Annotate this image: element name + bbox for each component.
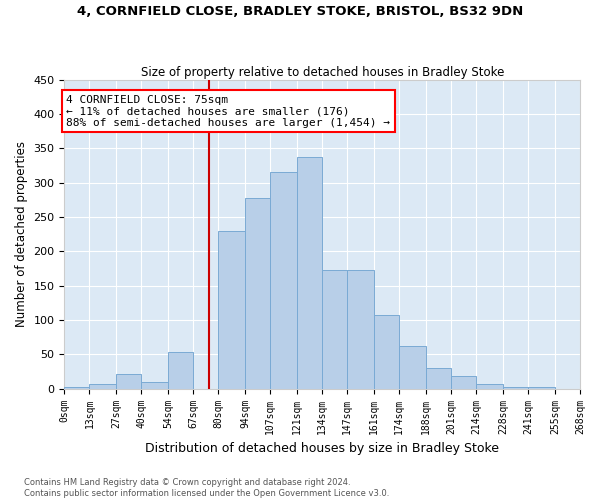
Bar bbox=[374, 314, 399, 388]
Y-axis label: Number of detached properties: Number of detached properties bbox=[15, 141, 28, 327]
X-axis label: Distribution of detached houses by size in Bradley Stoke: Distribution of detached houses by size … bbox=[145, 442, 499, 455]
Bar bbox=[116, 374, 142, 388]
Text: 4, CORNFIELD CLOSE, BRADLEY STOKE, BRISTOL, BS32 9DN: 4, CORNFIELD CLOSE, BRADLEY STOKE, BRIST… bbox=[77, 5, 523, 18]
Text: Contains HM Land Registry data © Crown copyright and database right 2024.
Contai: Contains HM Land Registry data © Crown c… bbox=[24, 478, 389, 498]
Bar bbox=[245, 198, 270, 388]
Bar bbox=[322, 270, 347, 388]
Bar bbox=[451, 376, 476, 388]
Bar bbox=[297, 156, 322, 388]
Bar bbox=[347, 270, 374, 388]
Bar bbox=[218, 230, 245, 388]
Bar bbox=[426, 368, 451, 388]
Bar bbox=[399, 346, 426, 389]
Text: 4 CORNFIELD CLOSE: 75sqm
← 11% of detached houses are smaller (176)
88% of semi-: 4 CORNFIELD CLOSE: 75sqm ← 11% of detach… bbox=[67, 95, 391, 128]
Bar bbox=[168, 352, 193, 388]
Bar bbox=[503, 386, 528, 388]
Bar bbox=[89, 384, 116, 388]
Bar bbox=[270, 172, 297, 388]
Title: Size of property relative to detached houses in Bradley Stoke: Size of property relative to detached ho… bbox=[140, 66, 504, 78]
Bar bbox=[476, 384, 503, 388]
Bar bbox=[142, 382, 168, 388]
